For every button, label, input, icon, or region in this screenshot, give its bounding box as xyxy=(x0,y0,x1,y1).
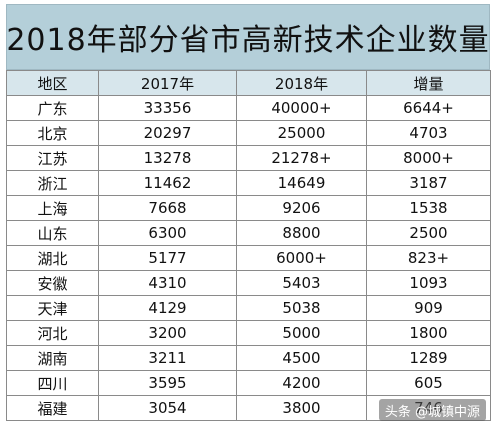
cell-increase: 909 xyxy=(366,295,491,321)
cell-increase: 8000+ xyxy=(366,145,491,171)
cell-2017: 4310 xyxy=(98,270,237,296)
cell-2018: 4200 xyxy=(236,370,367,396)
cell-2018: 25000 xyxy=(236,120,367,146)
table-row: 河北 3200 5000 1800 xyxy=(6,320,491,346)
table-row: 湖北 5177 6000+ 823+ xyxy=(6,245,491,271)
cell-increase: 1093 xyxy=(366,270,491,296)
table-row: 天津 4129 5038 909 xyxy=(6,295,491,321)
cell-2018: 14649 xyxy=(236,170,367,196)
cell-region: 安徽 xyxy=(6,270,99,296)
cell-2018: 4500 xyxy=(236,345,367,371)
cell-2018: 5038 xyxy=(236,295,367,321)
cell-region: 福建 xyxy=(6,395,99,421)
cell-2017: 4129 xyxy=(98,295,237,321)
cell-region: 江苏 xyxy=(6,145,99,171)
table-row: 浙江 11462 14649 3187 xyxy=(6,170,491,196)
table-row: 安徽 4310 5403 1093 xyxy=(6,270,491,296)
cell-region: 湖北 xyxy=(6,245,99,271)
cell-increase: 2500 xyxy=(366,220,491,246)
cell-2017: 3200 xyxy=(98,320,237,346)
table-row: 湖南 3211 4500 1289 xyxy=(6,345,491,371)
cell-2017: 3595 xyxy=(98,370,237,396)
cell-2017: 20297 xyxy=(98,120,237,146)
cell-2017: 5177 xyxy=(98,245,237,271)
cell-2017: 33356 xyxy=(98,95,237,121)
cell-region: 山东 xyxy=(6,220,99,246)
cell-increase: 823+ xyxy=(366,245,491,271)
table-row: 四川 3595 4200 605 xyxy=(6,370,491,396)
table-row: 北京 20297 25000 4703 xyxy=(6,120,491,146)
column-header-2017: 2017年 xyxy=(98,70,237,96)
title-band: 2018年部分省市高新技术企业数量 xyxy=(6,4,490,70)
watermark: 头条 @城镇中源 xyxy=(378,399,486,421)
cell-increase: 605 xyxy=(366,370,491,396)
table-header-row: 地区 2017年 2018年 增量 xyxy=(6,70,491,96)
cell-increase: 3187 xyxy=(366,170,491,196)
table-row: 江苏 13278 21278+ 8000+ xyxy=(6,145,491,171)
page-title: 2018年部分省市高新技术企业数量 xyxy=(6,23,490,58)
column-header-region: 地区 xyxy=(6,70,99,96)
cell-increase: 4703 xyxy=(366,120,491,146)
cell-increase: 1538 xyxy=(366,195,491,221)
cell-region: 四川 xyxy=(6,370,99,396)
cell-2018: 40000+ xyxy=(236,95,367,121)
cell-2017: 3054 xyxy=(98,395,237,421)
cell-increase: 1800 xyxy=(366,320,491,346)
cell-region: 河北 xyxy=(6,320,99,346)
cell-region: 湖南 xyxy=(6,345,99,371)
column-header-2018: 2018年 xyxy=(236,70,367,96)
cell-2018: 5403 xyxy=(236,270,367,296)
cell-region: 北京 xyxy=(6,120,99,146)
table-row: 上海 7668 9206 1538 xyxy=(6,195,491,221)
cell-2018: 3800 xyxy=(236,395,367,421)
cell-2017: 3211 xyxy=(98,345,237,371)
table-row: 山东 6300 8800 2500 xyxy=(6,220,491,246)
cell-2018: 8800 xyxy=(236,220,367,246)
data-table: 地区 2017年 2018年 增量 广东 33356 40000+ 6644+ 北京 20… xyxy=(6,70,491,421)
cell-2018: 5000 xyxy=(236,320,367,346)
cell-2017: 7668 xyxy=(98,195,237,221)
cell-region: 上海 xyxy=(6,195,99,221)
cell-region: 天津 xyxy=(6,295,99,321)
cell-2018: 6000+ xyxy=(236,245,367,271)
table-body: 广东 33356 40000+ 6644+ 北京 20297 25000 4703 江苏 1327… xyxy=(6,95,491,421)
column-header-increase: 增量 xyxy=(366,70,491,96)
cell-2017: 11462 xyxy=(98,170,237,196)
cell-increase: 6644+ xyxy=(366,95,491,121)
cell-2017: 13278 xyxy=(98,145,237,171)
cell-increase: 1289 xyxy=(366,345,491,371)
cell-region: 广东 xyxy=(6,95,99,121)
cell-2018: 21278+ xyxy=(236,145,367,171)
cell-region: 浙江 xyxy=(6,170,99,196)
table-row: 广东 33356 40000+ 6644+ xyxy=(6,95,491,121)
cell-2018: 9206 xyxy=(236,195,367,221)
cell-2017: 6300 xyxy=(98,220,237,246)
